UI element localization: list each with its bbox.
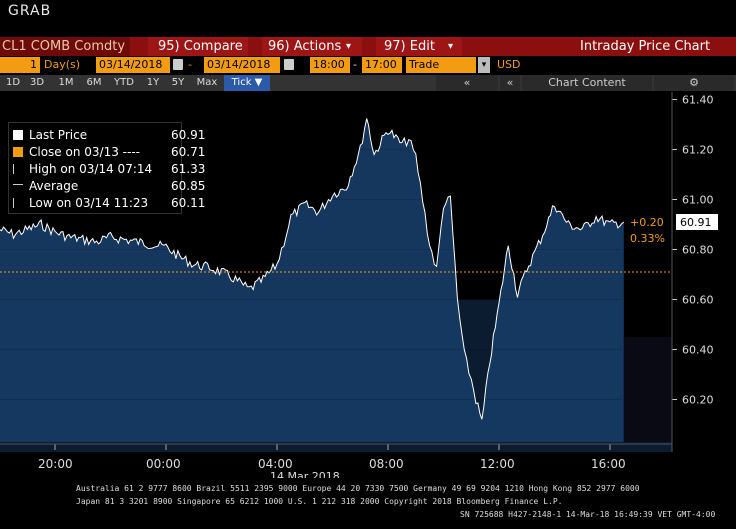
last-price-series	[0, 118, 625, 420]
chart-content-button[interactable]: Chart Content	[522, 75, 652, 91]
compare-button[interactable]: 95) Compare	[148, 37, 248, 56]
security-field[interactable]: CL1 COMB Comdty	[0, 37, 130, 56]
function-toolbar: CL1 COMB Comdty 95) Compare 96) Actions …	[0, 37, 736, 56]
footer-contacts-2: Japan 81 3 3201 8900 Singapore 65 6212 1…	[76, 497, 563, 506]
x-tick: 08:00	[369, 457, 404, 471]
price-area	[0, 118, 624, 442]
y-axis-panel	[672, 92, 736, 452]
y-tick-label: 60.20	[682, 394, 714, 407]
legend-value: 60.91	[171, 128, 206, 142]
edit-button[interactable]: 97) Edit ▾	[376, 37, 462, 56]
gear-icon: ⚙	[689, 76, 699, 89]
footer-session: SN 725688 H427-2148-1 14-Mar-18 16:49:39…	[460, 510, 716, 519]
y-tick-label: 60.40	[682, 344, 714, 357]
x-tick: 16:00	[591, 457, 626, 471]
chart-legend: Last Price 60.91 Close on 03/13 ---- 60.71…	[8, 122, 205, 214]
compare-label: 95) Compare	[158, 39, 243, 54]
currency-label: USD	[497, 58, 521, 71]
actions-dropdown-icon: ▾	[346, 41, 352, 52]
end-calendar-icon[interactable]	[284, 59, 294, 70]
change-pct-label: 0.33%	[630, 232, 665, 245]
y-tick-label: 61.00	[682, 194, 714, 207]
average-marker-icon	[13, 184, 23, 191]
period-unit[interactable]: Day(s)	[44, 58, 81, 71]
footer: Australia 61 2 9777 8600 Brazil 5511 239…	[0, 478, 736, 529]
end-date-field[interactable]: 03/14/2018	[204, 57, 280, 73]
control-row: 1 Day(s) 03/14/2018 - 03/14/2018 18:00 -…	[0, 57, 736, 74]
range-tabs: 1D 3D 1M 6M YTD 1Y 5Y Max Tick ▼ « « Cha…	[0, 75, 736, 91]
actions-button[interactable]: 96) Actions ▾	[262, 37, 362, 56]
x-tick: 04:00	[258, 457, 293, 471]
y-tick-label: 61.20	[682, 144, 714, 157]
last-price-swatch	[13, 130, 23, 140]
x-tick: 20:00	[38, 457, 73, 471]
chart-content-label: Chart Content	[548, 76, 626, 89]
edit-label: 97) Edit	[384, 39, 435, 54]
x-tick: 00:00	[146, 457, 181, 471]
change-box	[624, 216, 668, 248]
start-date-field[interactable]: 03/14/2018	[96, 57, 170, 73]
y-tick-label: 61.40	[682, 94, 714, 107]
tab-ytd[interactable]: YTD	[114, 77, 134, 88]
legend-value: 60.71	[171, 145, 206, 159]
tab-1y[interactable]: 1Y	[146, 77, 160, 88]
legend-low[interactable]: Low on 03/14 11:23 60.11	[13, 195, 205, 211]
security-ticker: CL1 COMB Comdty	[2, 39, 126, 54]
tab-1d[interactable]: 1D	[5, 77, 21, 88]
tab-3d[interactable]: 3D	[29, 77, 45, 88]
legend-last-price[interactable]: Last Price 60.91	[13, 127, 205, 143]
field-dropdown-icon[interactable]: ▾	[478, 57, 490, 73]
date-range-dash: -	[188, 58, 192, 71]
tab-1m[interactable]: 1M	[58, 77, 74, 88]
legend-value: 60.11	[171, 196, 206, 210]
field-select[interactable]: Trade	[406, 57, 476, 73]
settings-gear-button[interactable]: ⚙	[654, 75, 734, 91]
y-tick-label: 60.80	[682, 244, 714, 257]
low-marker-icon	[13, 198, 23, 208]
x-axis: 20:00 00:00 04:00 08:00 12:00 16:00 14 M…	[0, 452, 736, 483]
end-time-field[interactable]: 17:00	[362, 57, 402, 73]
change-label: +0.20	[630, 216, 664, 229]
period-number-field[interactable]: 1	[0, 57, 40, 73]
legend-label: Last Price	[29, 128, 88, 142]
time-range-dash: -	[353, 58, 357, 71]
legend-label: Low on 03/14 11:23	[29, 196, 149, 210]
collapse-right-button[interactable]: «	[500, 75, 520, 91]
collapse-left-button[interactable]: «	[436, 75, 498, 91]
legend-label: Average	[29, 179, 79, 193]
legend-average[interactable]: Average 60.85	[13, 178, 205, 194]
legend-high[interactable]: High on 03/14 07:14 61.33	[13, 161, 205, 177]
close-swatch	[13, 147, 23, 157]
legend-label: High on 03/14 07:14	[29, 162, 153, 176]
y-tick-label: 60.60	[682, 294, 714, 307]
legend-close[interactable]: Close on 03/13 ---- 60.71	[13, 144, 205, 160]
last-price-tag-label: 60.91	[680, 216, 712, 229]
high-marker-icon	[13, 164, 23, 174]
actions-label: 96) Actions	[268, 39, 342, 54]
edit-dropdown-icon: ▾	[448, 41, 454, 52]
start-time-field[interactable]: 18:00	[310, 57, 350, 73]
tab-5y[interactable]: 5Y	[171, 77, 185, 88]
start-calendar-icon[interactable]	[173, 59, 183, 70]
footer-contacts-1: Australia 61 2 9777 8600 Brazil 5511 239…	[76, 484, 640, 493]
tab-6m[interactable]: 6M	[86, 77, 102, 88]
tab-tick[interactable]: Tick ▼	[224, 75, 270, 91]
chart-name: Intraday Price Chart	[580, 39, 711, 54]
last-price-tag	[676, 214, 718, 230]
tab-max[interactable]: Max	[196, 77, 218, 88]
x-tick: 12:00	[480, 457, 515, 471]
legend-value: 61.33	[171, 162, 206, 176]
title-bar: GRAB	[0, 0, 736, 36]
legend-label: Close on 03/13 ----	[29, 145, 140, 159]
window-title: GRAB	[8, 3, 52, 19]
after-hours-band	[623, 337, 674, 442]
legend-value: 60.85	[171, 179, 206, 193]
